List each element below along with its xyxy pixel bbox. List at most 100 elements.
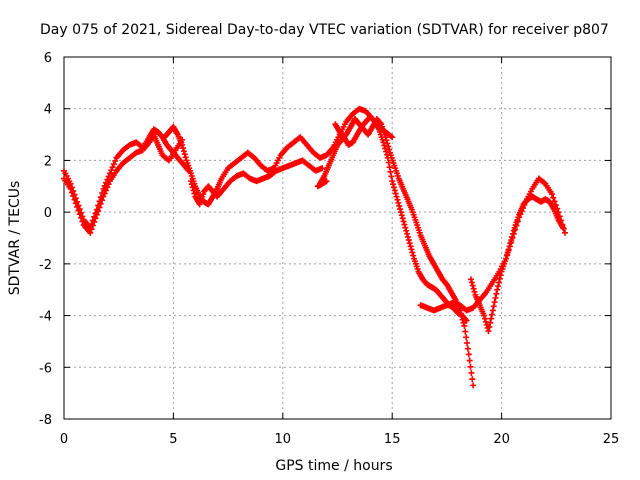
series-track-d xyxy=(187,157,326,208)
y-tick-label: -2 xyxy=(39,258,52,273)
series-track-e xyxy=(316,116,477,389)
data-point xyxy=(88,226,95,233)
data-point xyxy=(405,237,412,244)
x-tick-label: 5 xyxy=(169,432,177,447)
data-point xyxy=(408,246,415,253)
data-point xyxy=(481,315,488,322)
data-point xyxy=(100,193,107,200)
data-point xyxy=(404,233,411,240)
series-track-h xyxy=(467,193,566,335)
data-point xyxy=(397,206,404,213)
data-point xyxy=(380,139,387,146)
data-point xyxy=(493,290,500,297)
data-point xyxy=(110,161,117,168)
data-point xyxy=(403,227,410,234)
data-point xyxy=(89,222,96,229)
data-point xyxy=(399,215,406,222)
series-track-c xyxy=(161,105,396,208)
y-tick-label: 4 xyxy=(44,103,52,118)
data-point xyxy=(466,357,473,364)
data-point xyxy=(398,212,405,219)
data-point xyxy=(187,178,194,185)
data-point xyxy=(409,249,416,256)
data-point xyxy=(507,240,514,247)
data-point xyxy=(103,187,110,194)
data-point xyxy=(382,145,389,152)
data-point xyxy=(503,252,510,259)
data-point xyxy=(188,181,195,188)
x-axis-label: GPS time / hours xyxy=(275,458,392,474)
axis-ticks: 0 5 10 15 20 25 -8 -6 -4 -2 0 2 4 6 xyxy=(39,51,619,447)
data-point xyxy=(95,208,102,215)
data-point xyxy=(392,190,399,197)
data-point xyxy=(510,227,517,234)
data-point xyxy=(461,322,468,329)
grid xyxy=(64,57,611,419)
data-point xyxy=(72,200,79,207)
data-point xyxy=(70,193,77,200)
data-point xyxy=(559,224,566,231)
data-point xyxy=(388,173,395,180)
data-point xyxy=(494,286,501,293)
data-point xyxy=(180,145,187,152)
data-point xyxy=(485,328,492,335)
data-point xyxy=(109,164,116,171)
data-point xyxy=(78,214,85,221)
data-point xyxy=(182,154,189,161)
data-point xyxy=(190,187,197,194)
data-point xyxy=(467,363,474,370)
data-point xyxy=(179,141,186,148)
y-tick-label: -4 xyxy=(39,310,52,325)
data-point xyxy=(487,319,494,326)
chart-title: Day 075 of 2021, Sidereal Day-to-day VTE… xyxy=(40,22,609,38)
y-tick-label: -8 xyxy=(39,413,52,428)
plot-frame xyxy=(63,56,612,420)
data-point xyxy=(91,218,98,225)
data-point xyxy=(463,334,470,341)
data-point xyxy=(74,203,81,210)
data-point xyxy=(502,255,509,262)
data-point xyxy=(401,221,408,228)
data-point xyxy=(67,185,74,192)
data-points xyxy=(61,105,569,389)
data-point xyxy=(508,237,515,244)
data-point xyxy=(97,200,104,207)
data-point xyxy=(391,187,398,194)
y-tick-label: 0 xyxy=(44,206,52,221)
data-point xyxy=(463,317,470,324)
data-point xyxy=(323,178,330,185)
data-point xyxy=(108,167,115,174)
data-point xyxy=(383,151,390,158)
data-point xyxy=(384,140,391,147)
data-point xyxy=(105,181,112,188)
data-point xyxy=(490,303,497,310)
data-point xyxy=(384,154,391,161)
data-point xyxy=(402,224,409,231)
data-point xyxy=(68,189,75,196)
data-point xyxy=(390,184,397,191)
data-point xyxy=(469,376,476,383)
data-point xyxy=(482,318,489,325)
data-point xyxy=(389,134,396,141)
data-point xyxy=(386,164,393,171)
data-point xyxy=(410,252,417,259)
data-point xyxy=(469,282,476,289)
data-point xyxy=(491,299,498,306)
data-point xyxy=(76,211,83,218)
data-point xyxy=(319,165,326,172)
data-point xyxy=(191,190,198,197)
data-point xyxy=(509,230,516,237)
data-point xyxy=(460,319,467,326)
data-point xyxy=(189,184,196,191)
data-point xyxy=(504,249,511,256)
data-point xyxy=(468,279,475,286)
data-point xyxy=(400,218,407,225)
data-point xyxy=(386,146,393,153)
y-tick-label: -6 xyxy=(39,361,52,376)
data-point xyxy=(387,168,394,175)
data-point xyxy=(383,148,390,155)
data-point xyxy=(468,369,475,376)
data-point xyxy=(385,159,392,166)
data-point xyxy=(495,283,502,290)
